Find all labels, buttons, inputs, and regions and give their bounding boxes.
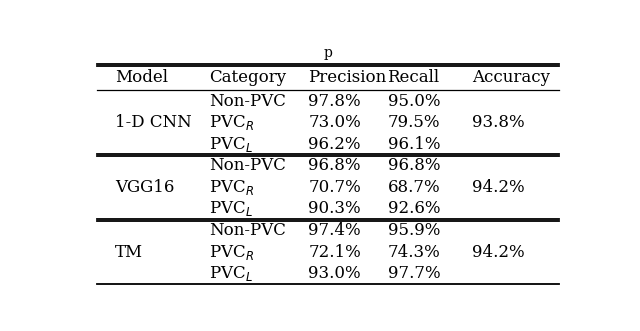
Text: 68.7%: 68.7% xyxy=(388,179,440,196)
Text: 94.2%: 94.2% xyxy=(472,179,524,196)
Text: 95.0%: 95.0% xyxy=(388,93,440,110)
Text: 96.2%: 96.2% xyxy=(308,136,361,153)
Text: 74.3%: 74.3% xyxy=(388,244,440,260)
Text: 93.8%: 93.8% xyxy=(472,114,524,131)
Text: 95.9%: 95.9% xyxy=(388,222,440,239)
Text: 97.4%: 97.4% xyxy=(308,222,361,239)
Text: PVC$_R$: PVC$_R$ xyxy=(209,113,254,132)
Text: 92.6%: 92.6% xyxy=(388,201,440,217)
Text: Category: Category xyxy=(209,69,286,86)
Text: 97.8%: 97.8% xyxy=(308,93,361,110)
Text: Non-PVC: Non-PVC xyxy=(209,93,286,110)
Text: Non-PVC: Non-PVC xyxy=(209,222,286,239)
Text: PVC$_L$: PVC$_L$ xyxy=(209,135,253,154)
Text: Accuracy: Accuracy xyxy=(472,69,550,86)
Text: Model: Model xyxy=(115,69,168,86)
Text: 79.5%: 79.5% xyxy=(388,114,440,131)
Text: 96.8%: 96.8% xyxy=(388,157,440,174)
Text: 94.2%: 94.2% xyxy=(472,244,524,260)
Text: PVC$_L$: PVC$_L$ xyxy=(209,200,253,218)
Text: TM: TM xyxy=(115,244,143,260)
Text: Precision: Precision xyxy=(308,69,387,86)
Text: 72.1%: 72.1% xyxy=(308,244,361,260)
Text: p: p xyxy=(324,46,332,60)
Text: 93.0%: 93.0% xyxy=(308,265,361,282)
Text: 97.7%: 97.7% xyxy=(388,265,440,282)
Text: 90.3%: 90.3% xyxy=(308,201,361,217)
Text: 96.8%: 96.8% xyxy=(308,157,361,174)
Text: Recall: Recall xyxy=(388,69,440,86)
Text: 96.1%: 96.1% xyxy=(388,136,440,153)
Text: 70.7%: 70.7% xyxy=(308,179,361,196)
Text: PVC$_L$: PVC$_L$ xyxy=(209,264,253,283)
Text: PVC$_R$: PVC$_R$ xyxy=(209,178,254,197)
Text: PVC$_R$: PVC$_R$ xyxy=(209,243,254,261)
Text: 73.0%: 73.0% xyxy=(308,114,361,131)
Text: Non-PVC: Non-PVC xyxy=(209,157,286,174)
Text: VGG16: VGG16 xyxy=(115,179,174,196)
Text: 1-D CNN: 1-D CNN xyxy=(115,114,191,131)
